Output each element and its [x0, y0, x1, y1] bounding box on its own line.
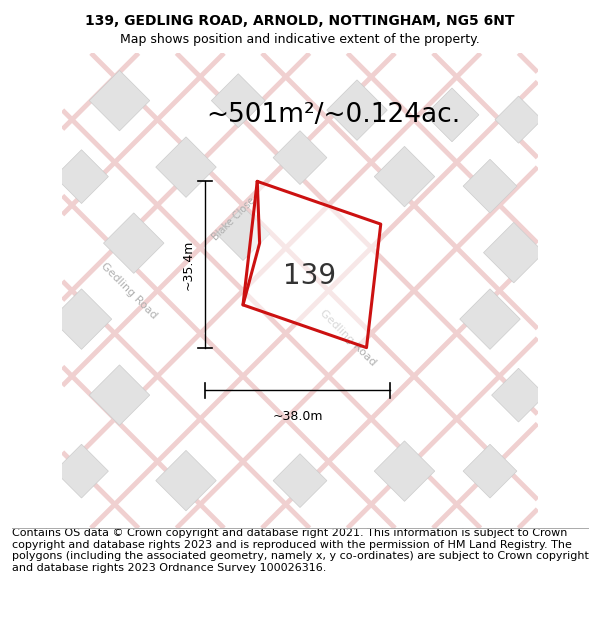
Polygon shape: [425, 88, 479, 142]
Text: 139, GEDLING ROAD, ARNOLD, NOTTINGHAM, NG5 6NT: 139, GEDLING ROAD, ARNOLD, NOTTINGHAM, N…: [85, 14, 515, 28]
Polygon shape: [89, 365, 150, 426]
Text: 139: 139: [283, 262, 336, 291]
Text: ~501m²/~0.124ac.: ~501m²/~0.124ac.: [206, 102, 460, 128]
Polygon shape: [216, 207, 270, 261]
Text: Gedling Road: Gedling Road: [317, 308, 377, 368]
Polygon shape: [460, 289, 520, 349]
Text: Gedling Road: Gedling Road: [99, 261, 159, 321]
Polygon shape: [327, 80, 387, 141]
Polygon shape: [374, 146, 435, 207]
Polygon shape: [104, 213, 164, 273]
Polygon shape: [55, 150, 109, 204]
Polygon shape: [463, 444, 517, 498]
Text: ~35.4m: ~35.4m: [182, 239, 195, 290]
Polygon shape: [484, 222, 544, 283]
Text: Blake Close: Blake Close: [210, 196, 257, 243]
Text: Contains OS data © Crown copyright and database right 2021. This information is : Contains OS data © Crown copyright and d…: [12, 528, 589, 573]
Polygon shape: [211, 74, 265, 128]
Polygon shape: [273, 454, 327, 508]
Text: ~38.0m: ~38.0m: [272, 410, 323, 423]
Polygon shape: [463, 159, 517, 213]
Polygon shape: [55, 444, 109, 498]
Polygon shape: [89, 71, 150, 131]
Polygon shape: [156, 451, 216, 511]
Text: Map shows position and indicative extent of the property.: Map shows position and indicative extent…: [120, 32, 480, 46]
Polygon shape: [51, 289, 112, 349]
Polygon shape: [495, 96, 542, 143]
Polygon shape: [491, 368, 545, 422]
Polygon shape: [156, 137, 216, 198]
Polygon shape: [243, 181, 381, 348]
Polygon shape: [374, 441, 435, 501]
Polygon shape: [273, 131, 327, 184]
